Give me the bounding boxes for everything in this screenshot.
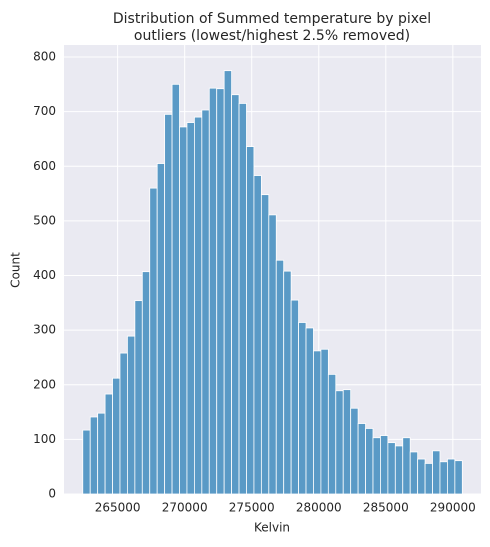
bar: [141, 271, 151, 495]
bar: [290, 299, 299, 495]
bar: [402, 437, 411, 495]
bar: [372, 437, 381, 495]
bar: [454, 460, 463, 495]
bar: [127, 335, 136, 495]
bar: [305, 327, 314, 495]
y-tick-label: 300: [33, 323, 56, 337]
bar: [156, 163, 166, 495]
x-tick-label: 275000: [229, 501, 275, 515]
bar: [171, 83, 180, 495]
bar: [223, 70, 233, 495]
bar: [268, 214, 277, 495]
bar: [112, 377, 121, 495]
bar: [97, 412, 106, 495]
y-tick-label: 600: [33, 159, 56, 173]
y-tick-label: 0: [48, 487, 56, 501]
x-tick-label: 280000: [296, 501, 342, 515]
bar: [380, 435, 389, 495]
x-tick-label: 270000: [162, 501, 208, 515]
bar: [327, 373, 337, 495]
bar: [432, 450, 441, 495]
bar: [387, 442, 396, 495]
bar: [424, 463, 433, 495]
y-tick-label: 200: [33, 377, 56, 391]
bar: [357, 423, 366, 495]
bar: [186, 122, 195, 495]
x-tick-label: 285000: [363, 501, 409, 515]
y-tick-label: 500: [33, 213, 56, 227]
y-tick-label: 800: [33, 50, 56, 64]
bar: [417, 458, 426, 495]
bar: [260, 194, 270, 495]
bar: [439, 461, 448, 495]
y-tick-label: 400: [33, 268, 56, 282]
bar: [89, 416, 99, 495]
x-tick-label: 265000: [95, 501, 141, 515]
bar: [253, 175, 262, 495]
chart-title: outliers (lowest/highest 2.5% removed): [134, 28, 410, 44]
bar: [313, 350, 322, 495]
x-tick-label: 290000: [430, 501, 476, 515]
bar: [179, 126, 188, 495]
bar: [216, 88, 225, 495]
x-axis-label: Kelvin: [254, 521, 290, 535]
chart-title: Distribution of Summed temperature by pi…: [113, 11, 431, 27]
bar: [298, 322, 307, 495]
bar: [342, 389, 352, 495]
bar: [149, 187, 158, 495]
bar: [409, 451, 419, 495]
bar: [208, 87, 218, 495]
bar: [447, 458, 456, 495]
bar: [275, 259, 285, 495]
bar: [283, 270, 292, 495]
bar: [231, 94, 240, 495]
bar: [335, 390, 344, 495]
bar: [134, 300, 143, 495]
bar: [246, 146, 255, 495]
bar: [201, 109, 210, 495]
y-tick-label: 100: [33, 432, 56, 446]
bar: [82, 429, 91, 495]
bar: [394, 445, 404, 495]
y-axis-label: Count: [9, 252, 23, 288]
bar: [350, 407, 359, 495]
bar: [104, 393, 113, 495]
y-tick-label: 700: [33, 104, 56, 118]
bar: [365, 428, 374, 495]
bar: [164, 113, 173, 495]
bar: [238, 103, 247, 495]
bar: [193, 116, 203, 495]
bar: [320, 348, 329, 495]
bar: [119, 352, 128, 495]
